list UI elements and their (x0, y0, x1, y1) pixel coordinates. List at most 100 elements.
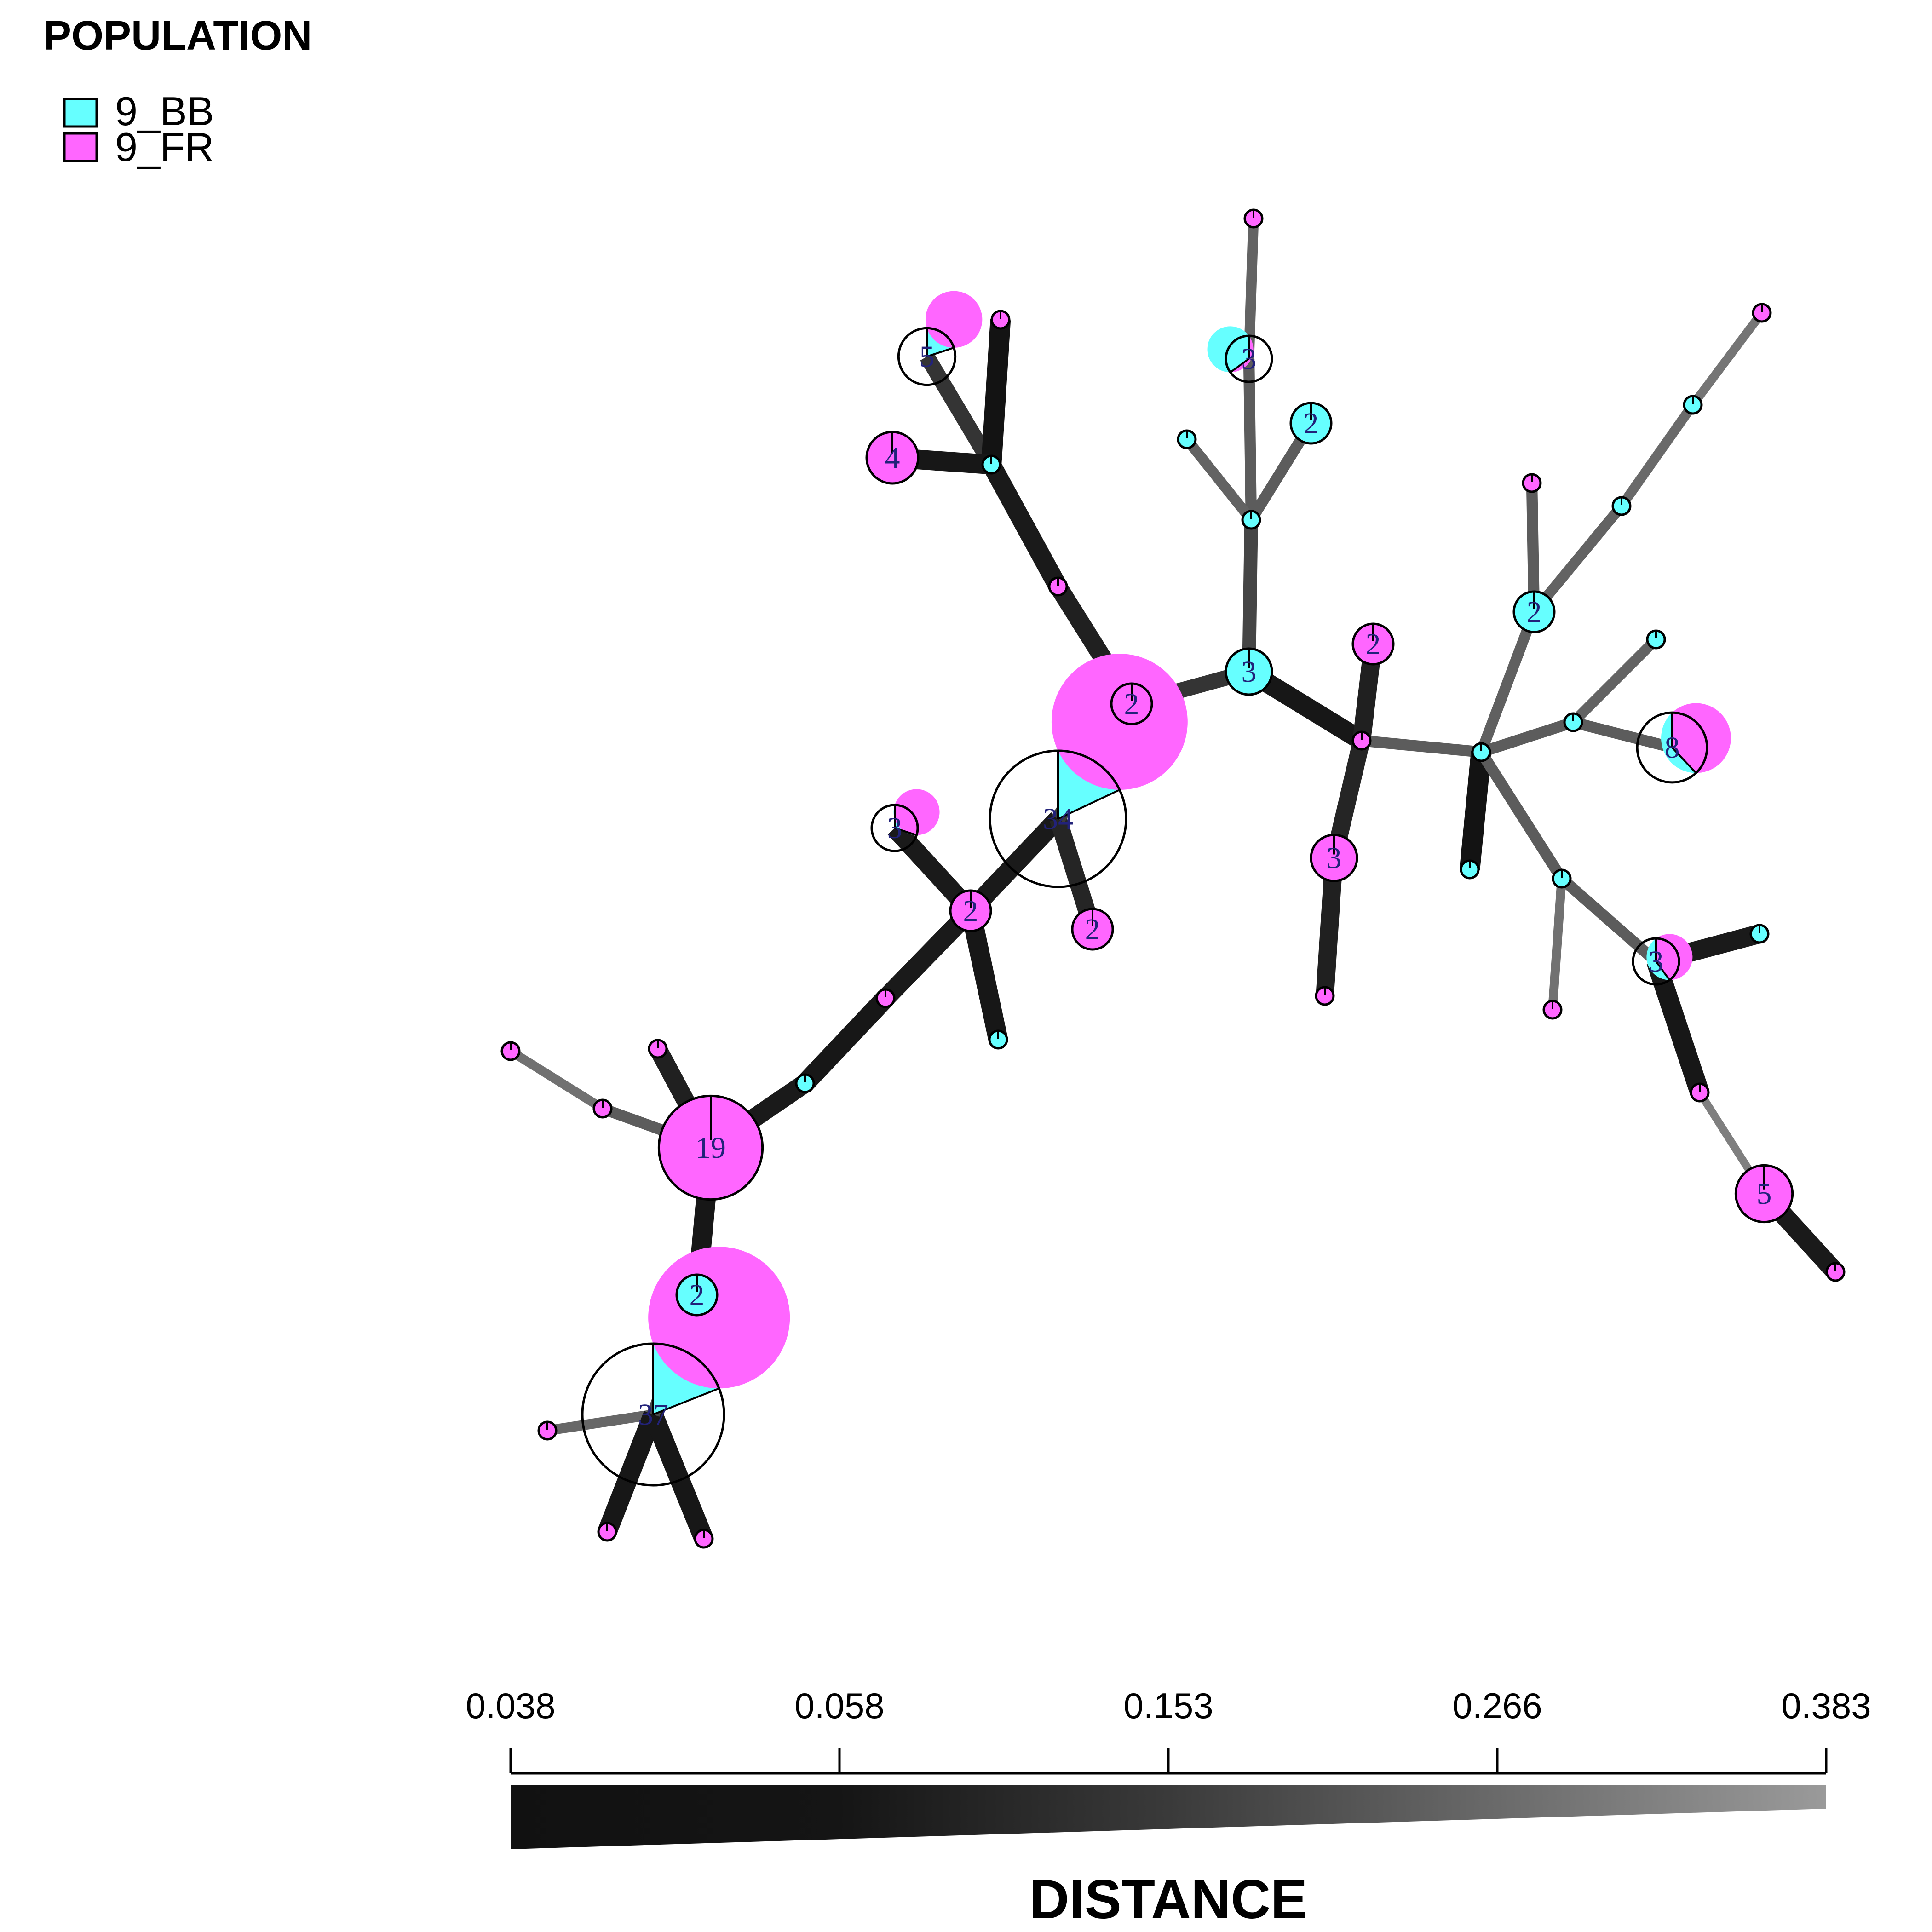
node-slice-fr (1672, 703, 1731, 773)
scale-tick-label-1: 0.058 (794, 1685, 884, 1726)
network-edge (1459, 751, 1492, 871)
network-edge (1571, 717, 1674, 753)
distance-axis-title: DISTANCE (1029, 1869, 1307, 1930)
node-slice-bb (1058, 751, 1120, 819)
node-count-label: 34 (1043, 802, 1073, 836)
network-edge (508, 1047, 605, 1113)
scale-tick-label-2: 0.153 (1123, 1685, 1213, 1726)
legend-swatch-fr (63, 132, 98, 162)
haplotype-node: 19 (657, 1094, 764, 1201)
node-slice-divider (894, 827, 917, 836)
haplotype-node (1522, 473, 1542, 493)
node-count-label: 3 (1327, 841, 1342, 875)
haplotype-node (694, 1529, 714, 1549)
node-slice-bb (893, 805, 917, 835)
node-slice-divider (1671, 747, 1697, 774)
node-slice-divider (1655, 960, 1671, 981)
legend-swatch-bb (63, 98, 98, 128)
network-edge (644, 1410, 713, 1543)
haplotype-node: 2 (1071, 908, 1114, 951)
haplotype-node (1563, 712, 1583, 732)
haplotype-node (592, 1098, 613, 1119)
node-count-label: 8 (1665, 731, 1680, 765)
haplotype-node (795, 1073, 815, 1093)
haplotype-node (1825, 1262, 1846, 1282)
node-count-label: 2 (1366, 627, 1381, 661)
legend-label-bb: 9_BB (115, 88, 214, 134)
haplotype-node (1351, 730, 1372, 751)
network-edge (1569, 635, 1660, 726)
node-slice-divider (926, 347, 954, 357)
network-edge (1548, 878, 1566, 1010)
haplotype-node (1177, 429, 1197, 449)
network-edge (1476, 610, 1540, 754)
legend-title: POPULATION (44, 13, 312, 59)
haplotype-node: 2 (1351, 622, 1395, 666)
haplotype-node (1243, 208, 1264, 229)
haplotype-node (1552, 868, 1572, 889)
node-slice-bb (1646, 938, 1670, 980)
network-edge (920, 352, 998, 469)
node-count-label: 2 (963, 894, 978, 928)
haplotype-node (597, 1522, 617, 1542)
haplotype-node (1683, 395, 1703, 415)
haplotype-node: 8 (1636, 703, 1731, 784)
network-edge (798, 991, 893, 1090)
node-count-label: 4 (885, 441, 900, 475)
node-count-label: 2 (690, 1278, 705, 1312)
node-count-label: 2 (1124, 687, 1139, 721)
scale-axis (509, 1748, 1828, 1775)
node-slice-fr (925, 291, 983, 356)
scale-tick-label-4: 0.383 (1781, 1685, 1871, 1726)
node-count-label: 5 (920, 340, 935, 374)
network-edge (1243, 358, 1257, 520)
haplotype-node (1752, 303, 1772, 323)
network-edge (1242, 519, 1258, 672)
scale-tick-label-3: 0.266 (1452, 1685, 1542, 1726)
haplotype-node (1611, 496, 1632, 516)
network-edge (961, 908, 1008, 1042)
node-slice-fr (1230, 336, 1254, 373)
haplotype-node: 5 (1734, 1164, 1794, 1224)
haplotype-node: 2 (1110, 682, 1153, 725)
network-edge (1479, 717, 1575, 758)
network-edge (981, 319, 1011, 466)
node-count-label: 3 (1649, 945, 1664, 978)
node-slice-bb (653, 1344, 719, 1414)
haplotype-node: 3 (1632, 934, 1693, 986)
haplotype-node: 5 (897, 291, 983, 386)
legend-label-fr: 9_FR (115, 124, 214, 170)
node-count-label: 3 (1242, 655, 1257, 689)
network-edge (1617, 402, 1697, 509)
node-count-label: 2 (1527, 595, 1542, 629)
haplotype-node (1048, 576, 1068, 597)
haplotype-node (1315, 986, 1335, 1006)
distance-gradient-wedge (511, 1785, 1826, 1849)
network-edge (1530, 502, 1626, 615)
haplotype-node (988, 1029, 1008, 1050)
haplotype-node: 3 (1225, 647, 1273, 696)
node-slice-divider (1230, 358, 1250, 374)
haplotype-node (500, 1041, 521, 1061)
node-slice-divider (653, 1387, 719, 1415)
haplotype-node: 4 (865, 431, 920, 485)
haplotype-node: 2 (675, 1273, 719, 1317)
haplotype-node: 34 (989, 654, 1188, 888)
network-edge (1526, 483, 1540, 612)
network-edge (983, 460, 1067, 591)
haplotype-node (1471, 742, 1491, 762)
distance-scale: 0.038 0.058 0.153 0.266 0.383 DISTANCE (466, 1685, 1871, 1930)
node-count-label: 2 (1304, 407, 1319, 440)
node-slice-fr (1051, 654, 1188, 819)
node-slice-bb (1661, 713, 1696, 773)
haplotype-node (1690, 1082, 1710, 1103)
haplotype-node (1542, 1000, 1563, 1020)
haplotype-node: 2 (949, 889, 992, 932)
node-slice-fr (895, 789, 940, 835)
haplotype-node (1241, 510, 1261, 530)
haplotype-node (648, 1039, 668, 1059)
haplotype-node (1749, 924, 1770, 944)
haplotype-node (1646, 629, 1666, 650)
node-count-label: 2 (1085, 913, 1100, 946)
network-edge (1646, 958, 1709, 1096)
